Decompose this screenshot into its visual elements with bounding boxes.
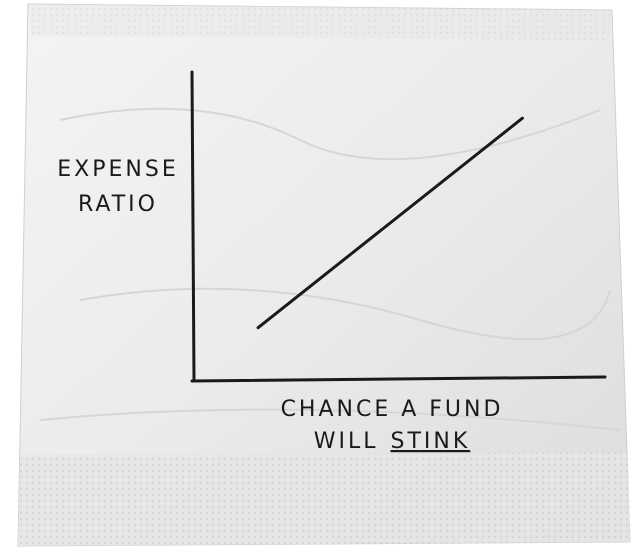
x-axis-label: WILL xyxy=(314,429,379,454)
y-axis-label: RATIO xyxy=(78,192,158,217)
x-axis-emphasis: STINK xyxy=(390,429,470,454)
x-axis-label: WILL STINK xyxy=(314,429,471,454)
x-axis-label: CHANCE A FUND xyxy=(281,397,504,422)
napkin-chart: EXPENSE RATIO CHANCE A FUND WILL STINK xyxy=(0,0,633,548)
napkin-band xyxy=(18,452,630,546)
y-axis xyxy=(192,72,194,381)
napkin-band xyxy=(28,4,612,40)
y-axis-label: EXPENSE xyxy=(57,157,178,182)
